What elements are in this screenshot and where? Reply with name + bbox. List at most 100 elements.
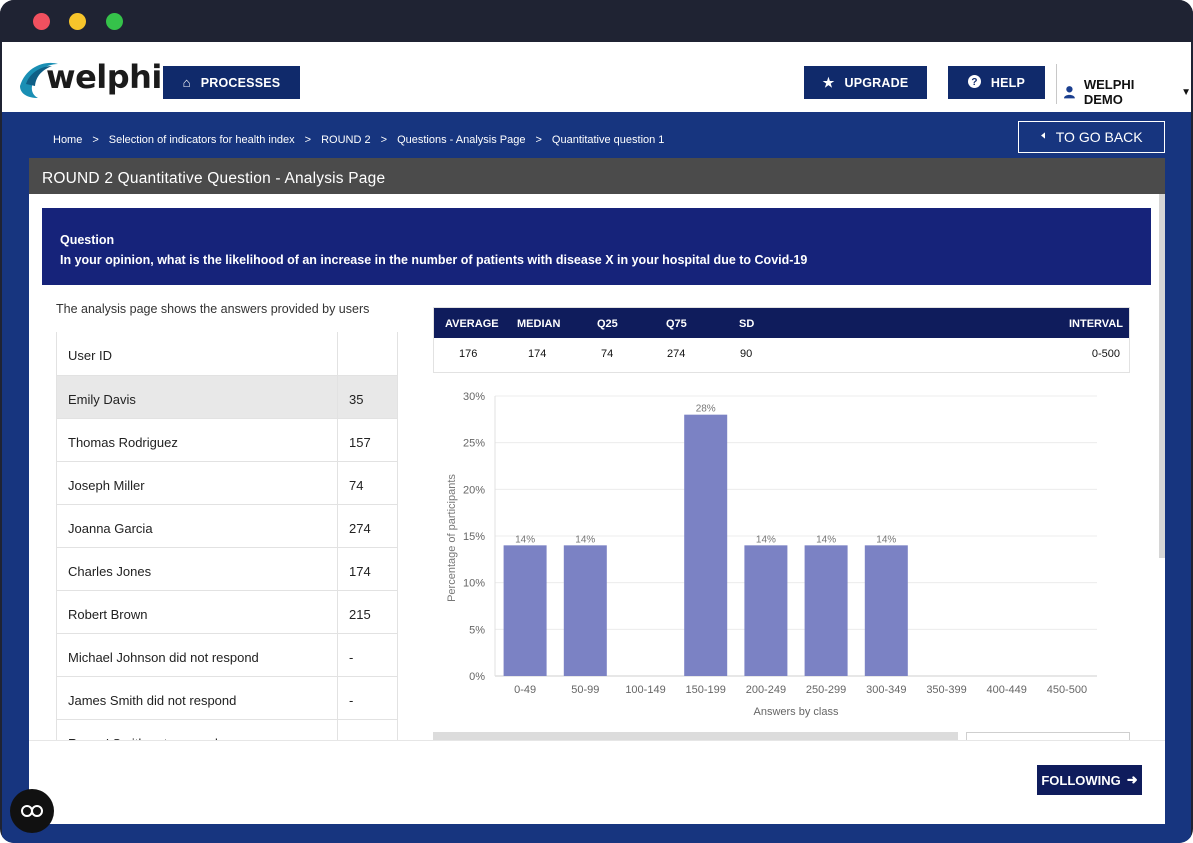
- chart-bar: [804, 545, 848, 676]
- user-name-cell: Joanna Garcia: [57, 505, 338, 547]
- chart-bar: [563, 545, 607, 676]
- intro-text: The analysis page shows the answers prov…: [56, 302, 370, 316]
- x-tick-label: 200-249: [746, 684, 786, 696]
- arrow-right-icon: ➜: [1126, 772, 1138, 787]
- help-button[interactable]: ? HELP: [948, 66, 1045, 99]
- analysis-panel: ROUND 2 Quantitative Question - Analysis…: [29, 158, 1165, 824]
- chart-bar: [503, 545, 547, 676]
- answer-value-cell: -: [349, 650, 354, 665]
- answers-bar-chart: 0% 5% 10% 15% 20% 25% 30% 14% 0-49 14% 50-99 100-14…: [446, 391, 1097, 718]
- chart-footer-box: [966, 732, 1130, 741]
- table-row[interactable]: Thomas Rodriguez 157: [57, 419, 397, 462]
- welphi-logo[interactable]: welphi: [16, 56, 162, 100]
- help-label: HELP: [990, 75, 1026, 90]
- breadcrumb-current: Quantitative question 1: [551, 134, 665, 146]
- user-icon: [1064, 86, 1075, 99]
- close-window-icon[interactable]: [33, 13, 50, 30]
- svg-text:?: ?: [971, 77, 977, 88]
- statistics-header-row: AVERAGE MEDIAN Q25 Q75 SD INTERVAL: [434, 308, 1129, 338]
- breadcrumb-questions[interactable]: Questions - Analysis Page: [397, 134, 526, 146]
- chart-footer-bar: [433, 732, 958, 741]
- table-row[interactable]: Robert Brown 215: [57, 591, 397, 634]
- question-text: In your opinion, what is the likelihood …: [60, 253, 808, 267]
- q25-header: Q25: [597, 318, 618, 330]
- chart-bar: [744, 545, 788, 676]
- go-back-button[interactable]: 🢐 TO GO BACK: [1018, 121, 1165, 153]
- maximize-window-icon[interactable]: [106, 13, 123, 30]
- header-divider: [1056, 64, 1057, 104]
- chevron-down-icon: ▼: [1181, 86, 1191, 98]
- following-button[interactable]: FOLLOWING ➜: [1037, 765, 1142, 795]
- table-row[interactable]: James Smith did not respond -: [57, 677, 397, 720]
- y-tick-label: 5%: [469, 624, 485, 636]
- logo-text: welphi: [46, 58, 162, 96]
- statistics-value-row: 176 174 74 274 90 0-500: [434, 338, 1129, 372]
- question-circle-icon: ?: [967, 74, 981, 91]
- window-titlebar: [0, 0, 1193, 42]
- question-box: Question In your opinion, what is the li…: [42, 208, 1151, 285]
- table-row[interactable]: Joanna Garcia 274: [57, 505, 397, 548]
- table-header-row: User ID: [57, 332, 397, 376]
- answer-value-cell: 35: [349, 392, 364, 407]
- answer-value-cell: [338, 720, 397, 740]
- q25-value: 74: [601, 348, 614, 360]
- chart-bar: [684, 414, 728, 676]
- interval-header: INTERVAL: [1069, 318, 1123, 330]
- app-body: Home > Selection of indicators for healt…: [2, 112, 1191, 843]
- panel-divider: [29, 740, 1165, 741]
- breadcrumb-home[interactable]: Home: [53, 134, 83, 146]
- user-name-cell: James Smith did not respond: [57, 677, 338, 719]
- user-menu[interactable]: WELPHI DEMO ▼: [1064, 77, 1191, 107]
- y-tick-label: 25%: [463, 438, 485, 450]
- star-icon: ★: [822, 74, 835, 90]
- table-row[interactable]: Michael Johnson did not respond -: [57, 634, 397, 677]
- upgrade-label: UPGRADE: [844, 75, 909, 90]
- bar-data-label: 14%: [816, 534, 836, 545]
- go-back-label: TO GO BACK: [1055, 129, 1143, 145]
- minimize-window-icon[interactable]: [69, 13, 86, 30]
- y-tick-label: 15%: [463, 531, 485, 543]
- interval-value: 0-500: [1091, 348, 1120, 360]
- chart-bar: [864, 545, 908, 676]
- table-row[interactable]: Emily Davis 35: [57, 376, 397, 419]
- breadcrumb-separator: >: [304, 134, 312, 146]
- breadcrumb-process[interactable]: Selection of indicators for health index: [108, 134, 295, 146]
- answer-value-cell: 74: [349, 478, 364, 493]
- breadcrumb-separator: >: [380, 134, 388, 146]
- x-tick-label: 50-99: [571, 684, 599, 696]
- table-row[interactable]: Charles Jones 174: [57, 548, 397, 591]
- bar-data-label: 28%: [696, 404, 716, 415]
- user-id-header: User ID: [57, 332, 338, 375]
- value-header: [338, 332, 397, 375]
- chat-widget-button[interactable]: [10, 789, 54, 833]
- table-row[interactable]: Renee' Smith not respond: [57, 720, 397, 740]
- app-header: welphi ⌂ PROCESSES ★ UPGRADE ? HELP WELP…: [2, 42, 1191, 112]
- q75-value: 274: [667, 348, 686, 360]
- panel-scrollbar[interactable]: [1159, 194, 1165, 558]
- answer-value-cell: -: [349, 693, 354, 708]
- bar-data-label: 14%: [756, 534, 776, 545]
- q75-header: Q75: [666, 318, 687, 330]
- breadcrumb-separator: >: [92, 134, 99, 146]
- y-tick-label: 10%: [463, 578, 485, 590]
- arrow-left-icon: 🢐: [1040, 127, 1046, 143]
- breadcrumb: Home > Selection of indicators for healt…: [53, 134, 664, 146]
- processes-button[interactable]: ⌂ PROCESSES: [163, 66, 300, 99]
- x-tick-label: 150-199: [686, 684, 726, 696]
- user-name-cell: Charles Jones: [57, 548, 338, 590]
- panel-title: ROUND 2 Quantitative Question - Analysis…: [29, 158, 1165, 194]
- answer-value-cell: 215: [349, 607, 371, 622]
- median-header: MEDIAN: [517, 318, 561, 330]
- breadcrumb-round[interactable]: ROUND 2: [321, 134, 371, 146]
- bar-data-label: 14%: [515, 534, 535, 545]
- average-value: 176: [459, 348, 478, 360]
- x-tick-label: 400-449: [987, 684, 1027, 696]
- statistics-table: AVERAGE MEDIAN Q25 Q75 SD INTERVAL 176 1…: [433, 307, 1130, 373]
- table-row[interactable]: Joseph Miller 74: [57, 462, 397, 505]
- x-tick-label: 100-149: [625, 684, 665, 696]
- upgrade-button[interactable]: ★ UPGRADE: [804, 66, 927, 99]
- x-tick-label: 350-399: [926, 684, 966, 696]
- bar-data-label: 14%: [876, 534, 896, 545]
- y-axis-title: Percentage of participants: [446, 474, 458, 602]
